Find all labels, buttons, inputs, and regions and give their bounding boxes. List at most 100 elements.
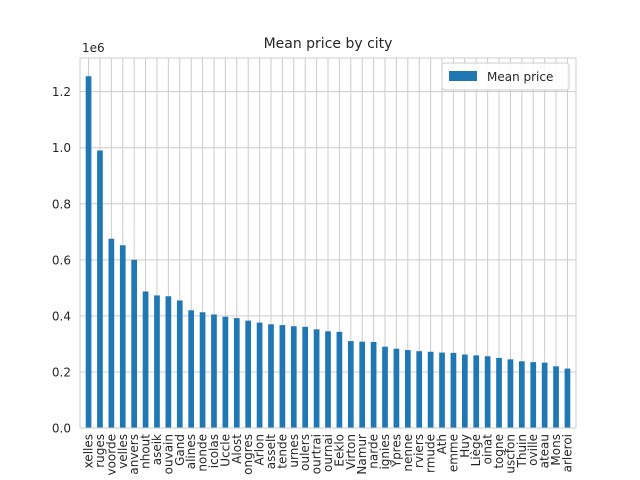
x-tick-label: Huy (458, 434, 472, 458)
x-tick-label: oulers (298, 434, 312, 471)
bar (199, 312, 206, 428)
x-tick-label: uscfon (503, 434, 517, 474)
y-tick-label: 1.0 (52, 141, 71, 155)
x-tick-label: narde (367, 434, 381, 469)
x-tick-label: Namur (355, 434, 369, 475)
bar (302, 326, 309, 428)
x-tick-label: emme (446, 434, 460, 472)
x-tick-label: Gand (173, 434, 187, 466)
bar (85, 76, 92, 428)
x-tick-label: Uccle (218, 434, 232, 467)
plot-frame (79, 57, 577, 429)
bar (268, 324, 274, 428)
y-tick-label: 0.4 (52, 309, 71, 323)
legend-label: Mean price (487, 70, 553, 84)
bar (176, 300, 183, 428)
x-tick-label: rviers (412, 434, 426, 468)
x-tick-label: anvers (127, 434, 141, 475)
x-tick-label: tende (275, 434, 289, 469)
bar (427, 351, 434, 428)
x-tick-label: nhout (139, 434, 153, 469)
bar (188, 310, 195, 428)
x-tick-label: ournai (321, 434, 335, 472)
y-tick-label: 0.8 (52, 197, 71, 211)
bar (313, 329, 320, 428)
x-tick-label: Arlon (253, 434, 267, 465)
bar (245, 320, 252, 428)
bar (165, 296, 172, 428)
bar (541, 362, 548, 428)
x-tick-label: oville (526, 434, 540, 466)
x-tick-label: ignies (378, 434, 392, 470)
bar (484, 356, 491, 428)
x-tick-label: ouvain (161, 434, 175, 474)
bar (564, 368, 571, 428)
bar (154, 295, 160, 428)
bar (119, 245, 126, 428)
x-tick-label: ruges (93, 434, 107, 468)
x-tick-label: nenne (401, 434, 415, 472)
bar (359, 341, 366, 428)
bar (450, 352, 457, 428)
bar (553, 366, 559, 428)
bar (347, 341, 354, 428)
x-tick-label: ongres (241, 434, 255, 475)
y-tick-label: 0.6 (52, 253, 71, 267)
bar (142, 291, 149, 428)
bar (461, 354, 468, 428)
bar (211, 314, 217, 428)
y-tick-label: 0.0 (52, 422, 71, 436)
y-axis-ticks: 0.0 0.2 0.4 0.6 0.8 1.0 1.2 (52, 85, 71, 435)
bar (518, 361, 525, 428)
x-tick-label: icolas (207, 434, 221, 468)
bar (382, 346, 388, 428)
bar (393, 348, 400, 428)
chart-title: Mean price by city (264, 36, 393, 52)
bar (97, 150, 103, 428)
bar (279, 325, 286, 428)
x-tick-label: ourtrai (310, 434, 324, 474)
bar (233, 318, 240, 428)
bar (530, 362, 537, 428)
x-tick-label: Thuin (515, 434, 529, 468)
bar (416, 351, 423, 428)
bar (256, 322, 263, 428)
x-tick-label: Ath (435, 434, 449, 454)
bar (131, 259, 138, 428)
legend: Mean price (441, 62, 570, 91)
x-tick-label: Ypres (389, 434, 403, 468)
x-tick-label: Eeklo (332, 434, 346, 467)
x-tick-label: Virton (344, 434, 358, 470)
x-tick-label: voorde (104, 434, 118, 476)
bar (222, 316, 229, 428)
y-tick-label: 1.2 (52, 85, 71, 99)
bar (404, 350, 411, 428)
bar (336, 331, 343, 428)
y-tick-label: 0.2 (52, 365, 71, 379)
x-tick-label: alines (184, 434, 198, 469)
x-tick-label: ateau (538, 434, 552, 468)
bar (496, 357, 502, 428)
x-tick-label: Mons (549, 434, 563, 466)
x-tick-label: oinat (481, 434, 495, 465)
x-tick-label: urnes (287, 434, 301, 468)
y-offset-text: 1e6 (82, 41, 105, 55)
bar (473, 355, 480, 428)
bar (108, 238, 115, 428)
x-tick-label: xelles (82, 434, 96, 468)
legend-swatch (449, 71, 477, 81)
bar (290, 326, 297, 428)
bar (507, 359, 514, 428)
x-tick-label: Alost (230, 434, 244, 464)
x-tick-label: asselt (264, 434, 278, 470)
x-tick-label: nonde (196, 434, 210, 472)
x-tick-label: aseik (150, 434, 164, 465)
legend-box (441, 62, 570, 91)
x-tick-label: Liège (469, 434, 483, 466)
x-tick-label: rmude (424, 434, 438, 473)
bar (370, 341, 377, 428)
bar (325, 331, 331, 428)
bar (439, 352, 445, 428)
bars (85, 76, 571, 428)
